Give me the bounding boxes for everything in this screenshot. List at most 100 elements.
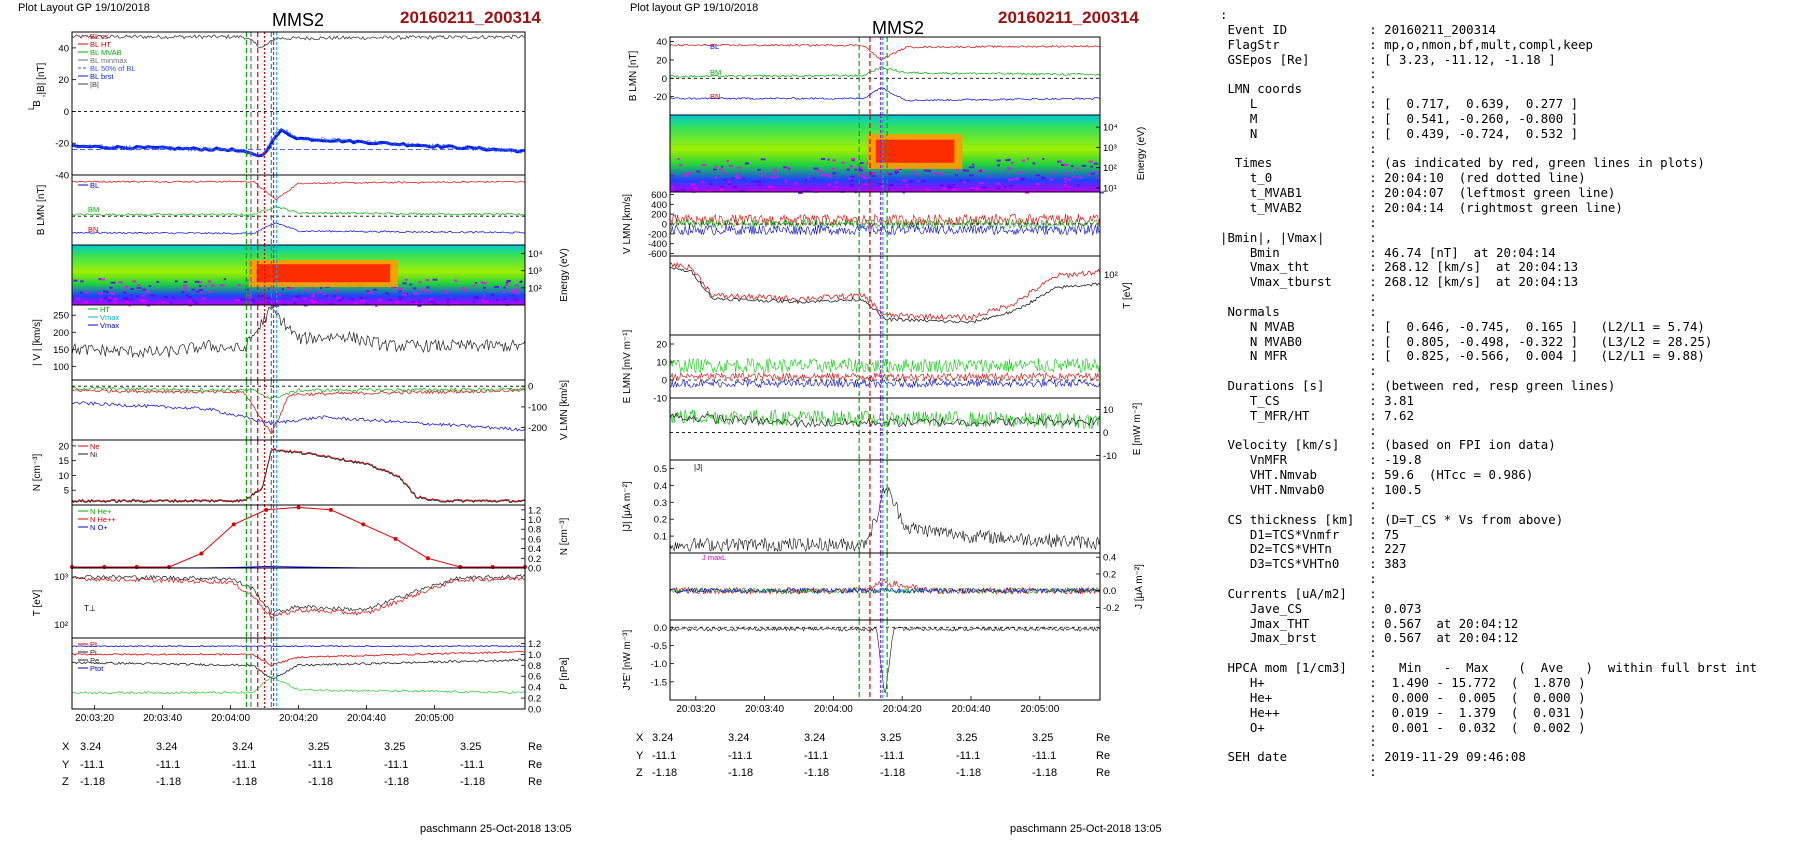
spectrogram-speck	[832, 159, 836, 162]
he++-point	[264, 507, 269, 512]
eph-value: -1.18	[880, 767, 906, 779]
spectrogram-speck	[338, 299, 342, 302]
spectrogram-speck	[385, 292, 389, 295]
spectrogram-speck	[1052, 171, 1056, 174]
y-tick-label: 0	[1103, 428, 1108, 439]
y-tick-label: 600	[651, 190, 667, 201]
series-Pi	[71, 650, 526, 667]
spectrogram-speck	[99, 298, 103, 301]
spectrogram-speck	[1064, 180, 1068, 183]
spectrogram-speck	[194, 280, 200, 283]
spectrogram-speck	[193, 301, 199, 304]
y-tick-label: 0.0	[654, 623, 667, 634]
y-tick-label: 10	[58, 471, 69, 482]
legend-label: BL	[710, 42, 719, 51]
y-tick-label: 0.8	[528, 525, 541, 536]
spectrogram-speck	[934, 171, 938, 174]
y-tick-label: -600	[648, 249, 667, 260]
spectrogram-speck	[103, 297, 108, 300]
info-line: CS thickness [km] : (D=T_CS * Vs from ab…	[1220, 511, 1564, 527]
spectrogram-speck	[235, 299, 241, 302]
spectrogram-speck	[513, 298, 518, 301]
spectrogram-speck	[359, 297, 363, 300]
spectrogram-speck	[942, 187, 947, 190]
he++-point	[199, 551, 204, 556]
info-line: Jmax_THT : 0.567 at 20:04:12	[1220, 615, 1519, 631]
spectrogram-speck	[858, 169, 863, 172]
info-line: :	[1220, 571, 1377, 587]
y-axis-label: | V | [km/s]	[32, 319, 43, 366]
eph-value: -11.1	[956, 749, 981, 762]
eph-value: -1.18	[1032, 767, 1058, 779]
spectrogram-speck	[426, 286, 430, 289]
spectrogram-speck	[720, 185, 725, 188]
spectrogram-speck	[996, 187, 1001, 190]
y-axis-label: T [eV]	[1122, 282, 1133, 309]
spectrogram-speck	[917, 179, 920, 182]
spectrogram-speck	[483, 294, 486, 297]
spectrogram-speck	[404, 278, 408, 281]
spectrogram-speck	[195, 290, 200, 293]
y-tick-label: 100	[53, 362, 69, 373]
series-Ne	[71, 447, 526, 503]
spectrogram-speck	[1021, 159, 1026, 162]
spectrogram-speck	[902, 179, 907, 182]
spectrogram-speck	[123, 291, 127, 294]
spectrogram-speck	[783, 166, 787, 169]
spectrogram-speck	[242, 298, 246, 301]
legend-label: BL minmax	[90, 56, 127, 65]
info-line: t_MVAB1 : 20:04:07 (leftmost green line)	[1220, 185, 1616, 201]
spectrogram-speck	[798, 191, 803, 194]
spectrogram-speck	[418, 281, 422, 284]
legend-label: N He++	[90, 515, 116, 524]
x-tick-label: 20:04:00	[814, 704, 853, 715]
spectrogram-speck	[274, 301, 278, 304]
info-line: :	[1220, 422, 1377, 438]
info-line: D3=TCS*VHTn0 : 383	[1220, 556, 1407, 572]
series-BL	[669, 43, 1101, 62]
spectrogram-speck	[505, 284, 509, 287]
eph-value: -11.1	[880, 749, 905, 762]
info-line: N MFR : [ 0.825, -0.566, 0.004 ] (L2/L1 …	[1220, 348, 1705, 364]
info-line: VnMFR : -19.8	[1220, 452, 1422, 468]
spectrogram-speck	[434, 303, 437, 306]
series-BL-brst	[71, 128, 526, 158]
spectrogram-speck	[1020, 177, 1026, 180]
spectrogram-speck	[317, 291, 322, 294]
spectrogram-speck	[927, 169, 932, 172]
spectrogram-speck	[1087, 173, 1091, 176]
series-EN	[669, 378, 1101, 389]
spectrogram-speck	[398, 290, 402, 293]
spectrogram-speck	[496, 299, 499, 302]
eph-value: -1.18	[804, 767, 830, 779]
spectrogram-speck	[850, 175, 855, 178]
spectrogram-speck	[107, 296, 112, 299]
spectrogram-speck	[1024, 191, 1030, 194]
spectrogram-speck	[400, 287, 404, 290]
spectrogram-speck	[281, 288, 284, 291]
spectrogram-speck	[100, 278, 105, 281]
spectrogram-speck	[445, 298, 450, 301]
eph-value: 3.25	[956, 732, 978, 744]
y-tick-label: -200	[648, 229, 667, 240]
y-tick-label: 0.0	[1103, 586, 1116, 597]
panel-frame	[669, 255, 1101, 336]
legend-label: BL MVAB	[90, 48, 122, 57]
y-tick-label: 20	[656, 340, 667, 351]
spectrogram-speck	[939, 173, 944, 176]
eph-value: -1.18	[728, 767, 754, 779]
spectrogram-speck	[859, 162, 864, 165]
left-eph-x-name: X	[62, 741, 70, 753]
spectrogram-speck	[827, 158, 830, 161]
y-tick-label: 0.2	[1103, 569, 1116, 580]
info-line: :	[1220, 764, 1377, 780]
series-BM	[669, 66, 1101, 78]
spectrogram-speck	[365, 303, 369, 306]
spectrogram-speck	[846, 168, 851, 171]
y-tick-label: 0.4	[654, 481, 667, 492]
series-JM	[669, 587, 1101, 595]
spectrogram-speck	[770, 176, 776, 179]
info-line: N MVAB : [ 0.646, -0.745, 0.165 ] (L2/L1…	[1220, 318, 1705, 334]
y-axis-label: J*E' [nW m⁻³]	[622, 630, 633, 691]
